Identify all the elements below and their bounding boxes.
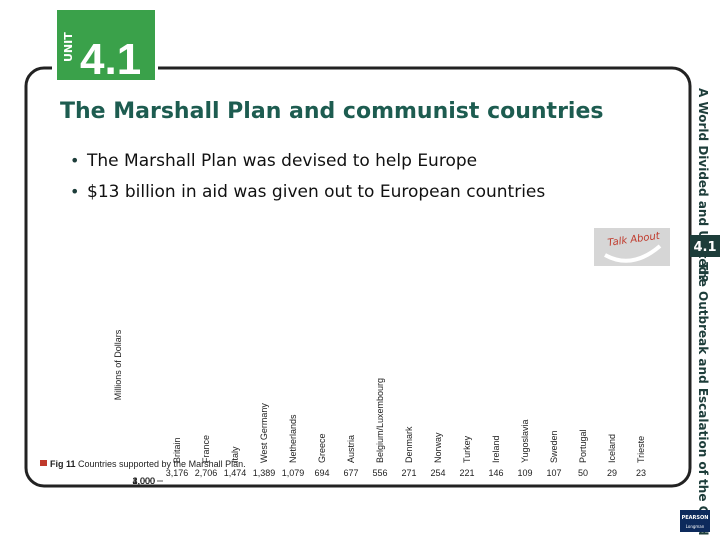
category-label: Turkey: [462, 435, 472, 463]
unit-label: UNIT: [62, 32, 75, 62]
category-label: Britain: [172, 437, 182, 463]
value-label: 254: [430, 468, 445, 478]
category-label: Greece: [317, 433, 327, 463]
sidebar-number: 4.1: [693, 240, 716, 255]
y-tick-label: 2,000: [132, 476, 155, 486]
value-label: 1,079: [282, 468, 305, 478]
bullet: The Marshall Plan was devised to help Eu…: [86, 151, 477, 171]
category-label: West Germany: [259, 403, 269, 463]
category-label: Austria: [346, 435, 356, 463]
category-label: Netherlands: [288, 414, 298, 463]
value-label: 23: [636, 468, 646, 478]
publisher-imprint: Longman: [686, 524, 705, 529]
value-label: 556: [372, 468, 387, 478]
sidebar-topic: The Outbreak and Escalation of the Cold …: [696, 262, 710, 540]
sidebar-badge: [690, 235, 720, 257]
category-label: Norway: [433, 432, 443, 463]
value-label: 50: [578, 468, 588, 478]
slide-frame: [24, 66, 692, 488]
value-label: 107: [546, 468, 561, 478]
caption-marker: [40, 460, 47, 466]
value-label: 2,706: [195, 468, 218, 478]
publisher-logo: [680, 510, 710, 532]
value-label: 221: [459, 468, 474, 478]
category-label: Belgium/Luxembourg: [375, 378, 385, 463]
slide-title: The Marshall Plan and communist countrie…: [60, 99, 603, 124]
y-axis-label: Millions of Dollars: [113, 329, 123, 400]
value-label: 29: [607, 468, 617, 478]
category-label: France: [201, 435, 211, 463]
value-label: 1,389: [253, 468, 276, 478]
unit-badge: [57, 10, 155, 80]
value-label: 3,176: [166, 468, 189, 478]
bullet: $13 billion in aid was given out to Euro…: [87, 182, 545, 202]
value-label: 109: [517, 468, 532, 478]
category-label: Ireland: [491, 435, 501, 463]
category-label: Denmark: [404, 426, 414, 463]
talk-about-swoosh: [604, 244, 662, 263]
category-label: Portugal: [578, 429, 588, 463]
category-label: Sweden: [549, 430, 559, 463]
sidebar-theme: A World Divided and United?: [696, 88, 710, 282]
value-label: 271: [401, 468, 416, 478]
value-label: 1,474: [224, 468, 247, 478]
publisher-name: PEARSON: [682, 515, 709, 521]
category-label: Italy: [230, 446, 240, 463]
category-label: Iceland: [607, 434, 617, 463]
value-label: 694: [314, 468, 329, 478]
bullet-dot: •: [70, 151, 79, 170]
value-label: 146: [488, 468, 503, 478]
caption-text: Countries supported by the Marshall Plan…: [78, 459, 246, 469]
bullet-dot: •: [70, 182, 79, 201]
y-tick-label: 1,000: [132, 476, 155, 486]
y-tick-label: 4,000: [132, 476, 155, 486]
value-label: 677: [343, 468, 358, 478]
category-label: Trieste: [636, 436, 646, 463]
y-tick-label: 3,000: [132, 476, 155, 486]
caption-figure: Fig 11: [50, 459, 76, 469]
category-label: Yugoslavia: [520, 419, 530, 463]
unit-number: 4.1: [80, 35, 141, 84]
